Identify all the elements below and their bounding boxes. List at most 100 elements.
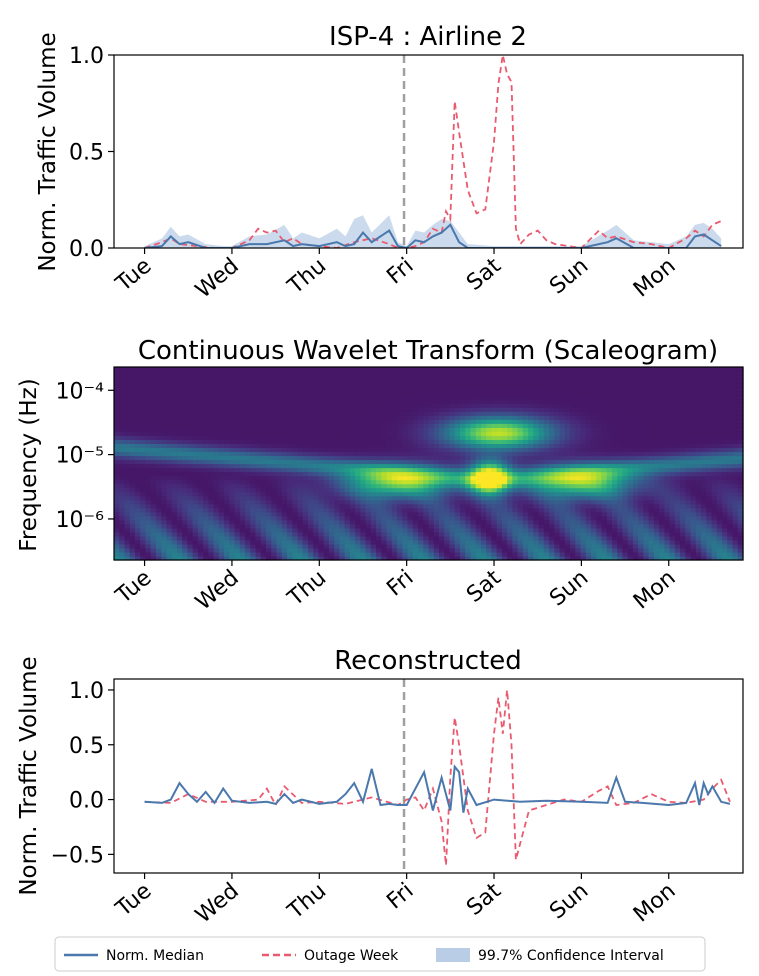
heatmap-cell <box>669 451 676 457</box>
heatmap-cell <box>150 483 157 489</box>
heatmap-cell <box>328 499 335 505</box>
heatmap-cell <box>564 439 571 444</box>
heatmap-cell <box>480 551 487 557</box>
heatmap-cell <box>323 531 330 537</box>
heatmap-cell <box>271 459 278 465</box>
heatmap-cell <box>355 555 361 561</box>
heatmap-cell <box>381 419 388 424</box>
heatmap-cell <box>344 447 351 453</box>
heatmap-cell <box>114 475 120 481</box>
heatmap-cell <box>276 539 283 545</box>
heatmap-cell <box>648 467 655 473</box>
heatmap-cell <box>465 471 472 477</box>
heatmap-cell <box>407 415 414 420</box>
heatmap-cell <box>339 491 346 497</box>
heatmap-cell <box>213 479 220 485</box>
heatmap-cell <box>208 419 215 424</box>
heatmap-cell <box>554 455 561 461</box>
heatmap-cell <box>512 443 519 449</box>
heatmap-cell <box>585 483 592 489</box>
heatmap-cell <box>549 431 555 436</box>
heatmap-cell <box>606 511 613 517</box>
heatmap-cell <box>606 539 613 545</box>
heatmap-cell <box>302 503 309 509</box>
heatmap-cell <box>722 455 728 461</box>
heatmap-cell <box>627 451 634 457</box>
heatmap-cell <box>438 515 445 521</box>
heatmap-cell <box>313 419 320 424</box>
heatmap-cell <box>370 515 377 521</box>
heatmap-cell <box>344 407 351 412</box>
heatmap-cell <box>171 555 178 561</box>
heatmap-cell <box>664 415 671 420</box>
heatmap-cell <box>307 539 314 545</box>
heatmap-cell <box>507 491 513 497</box>
heatmap-cell <box>155 467 162 473</box>
heatmap-cell <box>501 503 508 509</box>
heatmap-cell <box>176 399 183 404</box>
heatmap-cell <box>161 419 168 424</box>
heatmap-cell <box>674 495 681 501</box>
heatmap-cell <box>250 415 257 420</box>
heatmap-cell <box>224 515 230 521</box>
heatmap-cell <box>653 455 660 461</box>
heatmap-cell <box>224 463 230 469</box>
heatmap-cell <box>454 451 461 457</box>
heatmap-cell <box>507 459 513 465</box>
heatmap-cell <box>229 435 236 440</box>
heatmap-cell <box>292 535 299 541</box>
heatmap-cell <box>349 495 356 501</box>
heatmap-cell <box>124 507 131 513</box>
heatmap-cell <box>454 531 461 537</box>
heatmap-cell <box>601 499 608 505</box>
heatmap-cell <box>124 471 131 477</box>
heatmap-cell <box>360 499 367 505</box>
heatmap-cell <box>459 439 466 444</box>
heatmap-cell <box>360 427 367 432</box>
heatmap-cell <box>538 407 545 412</box>
heatmap-cell <box>638 479 645 485</box>
heatmap-cell <box>418 535 424 541</box>
heatmap-cell <box>250 435 257 440</box>
heatmap-cell <box>402 507 409 513</box>
heatmap-cell <box>559 539 566 545</box>
heatmap-cell <box>543 423 550 428</box>
heatmap-cell <box>575 523 582 529</box>
heatmap-cell <box>323 523 330 529</box>
heatmap-cell <box>711 515 718 521</box>
heatmap-cell <box>554 403 561 408</box>
heatmap-cell <box>134 487 141 493</box>
heatmap-cell <box>664 479 671 485</box>
heatmap-cell <box>397 527 403 533</box>
heatmap-cell <box>376 395 382 400</box>
heatmap-cell <box>512 499 519 505</box>
heatmap-cell <box>391 451 398 457</box>
heatmap-cell <box>376 475 382 481</box>
heatmap-cell <box>501 475 508 481</box>
heatmap-cell <box>512 399 519 404</box>
heatmap-cell <box>302 443 309 449</box>
heatmap-cell <box>260 463 267 469</box>
heatmap-cell <box>239 515 246 521</box>
heatmap-cell <box>260 399 267 404</box>
heatmap-cell <box>260 515 267 521</box>
heatmap-cell <box>475 403 482 408</box>
heatmap-cell <box>680 551 686 557</box>
heatmap-cell <box>276 483 283 489</box>
heatmap-cell <box>638 539 645 545</box>
heatmap-cell <box>585 539 592 545</box>
heatmap-cell <box>606 407 613 412</box>
heatmap-cell <box>465 515 472 521</box>
heatmap-cell <box>318 507 325 513</box>
heatmap-cell <box>533 395 540 400</box>
heatmap-cell <box>224 403 230 408</box>
heatmap-cell <box>701 435 707 440</box>
heatmap-cell <box>617 499 624 505</box>
heatmap-cell <box>339 511 346 517</box>
heatmap-cell <box>145 435 152 440</box>
heatmap-cell <box>255 403 262 408</box>
heatmap-cell <box>370 491 377 497</box>
heatmap-cell <box>218 451 225 457</box>
heatmap-cell <box>444 455 451 461</box>
heatmap-cell <box>197 447 204 453</box>
